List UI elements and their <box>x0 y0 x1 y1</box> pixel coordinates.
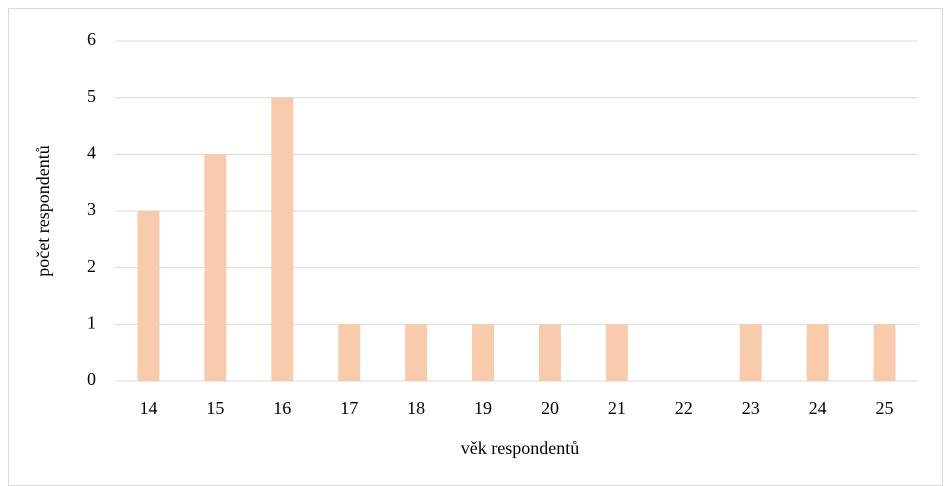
y-tick-label: 5 <box>87 86 96 106</box>
x-tick-label: 23 <box>742 398 760 418</box>
x-tick-label: 18 <box>407 398 425 418</box>
bar <box>605 324 628 381</box>
x-axis-label: věk respondentů <box>461 438 579 458</box>
y-tick-label: 0 <box>87 369 96 389</box>
bar <box>204 154 227 381</box>
y-tick-label: 1 <box>87 312 96 332</box>
y-axis-label: počet respondentů <box>33 145 53 276</box>
bar <box>739 324 762 381</box>
x-tick-label: 16 <box>273 398 291 418</box>
y-tick-label: 4 <box>87 142 96 162</box>
x-tick-label: 24 <box>809 398 827 418</box>
bar <box>538 324 561 381</box>
bar <box>472 324 495 381</box>
bar <box>873 324 896 381</box>
y-tick-label: 3 <box>87 199 96 219</box>
x-tick-label: 15 <box>206 398 224 418</box>
x-tick-label: 20 <box>541 398 559 418</box>
bar <box>137 211 160 381</box>
bar <box>405 324 428 381</box>
x-tick-label: 19 <box>474 398 492 418</box>
x-tick-label: 25 <box>876 398 894 418</box>
y-tick-label: 6 <box>87 29 96 49</box>
x-tick-label: 14 <box>139 398 157 418</box>
bar <box>338 324 361 381</box>
y-tick-label: 2 <box>87 256 96 276</box>
x-tick-label: 17 <box>340 398 358 418</box>
x-tick-label: 21 <box>608 398 626 418</box>
bar <box>806 324 829 381</box>
bar <box>271 97 294 382</box>
x-tick-label: 22 <box>675 398 693 418</box>
